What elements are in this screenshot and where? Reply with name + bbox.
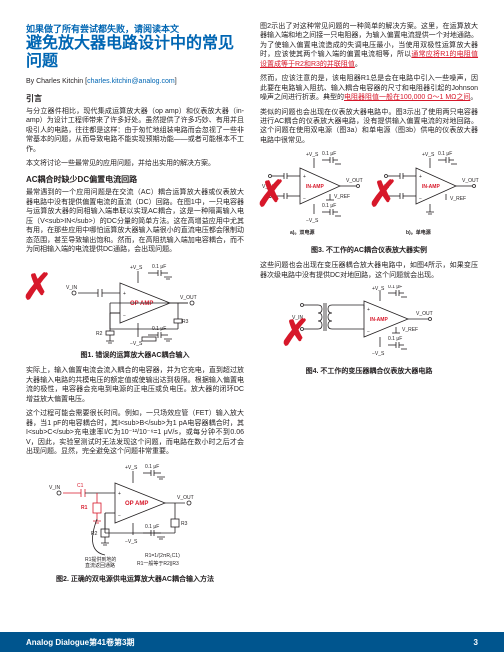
ac-paragraph-1: 最常遇到的一个应用问题是在交流（AC）耦合运算放大器或仪表放大器电路中没有提供偏…: [26, 188, 244, 254]
svg-text:0.1 μF: 0.1 μF: [145, 464, 159, 470]
svg-text:0.1 μF: 0.1 μF: [152, 264, 166, 270]
figure-3-caption: 图3. 不工作的AC耦合仪表放大器实例: [260, 245, 478, 255]
svg-text:a)。双电源: a)。双电源: [290, 229, 314, 236]
intro-paragraph-2: 本文将讨论一些最常见的应用问题，并给出实用的解决方案。: [26, 159, 244, 168]
footer-left: Analog Dialogue第41卷第3期: [26, 637, 134, 648]
figure-4: ✗ IN-AMP + − +V_S −V_S 0.1 μF 0.1 μF V_I…: [260, 285, 478, 376]
intro-paragraph-1: 与分立器件相比，现代集成运算放大器（op amp）和仪表放大器（in-amp）为…: [26, 107, 244, 154]
svg-text:R3: R3: [181, 521, 188, 527]
svg-text:V_OUT: V_OUT: [177, 495, 194, 501]
article-title: 避免放大器电路设计中的常见问题: [26, 35, 244, 72]
svg-text:V_OUT: V_OUT: [462, 178, 479, 184]
svg-text:0.1 μF: 0.1 μF: [322, 151, 336, 157]
svg-text:0.1 μF: 0.1 μF: [388, 285, 402, 290]
svg-text:V_OUT: V_OUT: [416, 311, 433, 317]
svg-text:V_IN: V_IN: [49, 485, 61, 491]
svg-text:V_REF: V_REF: [334, 194, 350, 200]
figure-1: ✗ OP AMP + − +V_S −V_S 0.1 μF 0.1 μF V_I…: [26, 259, 244, 360]
figure-2-caption: 图2. 正确的双电源供电运算放大器AC耦合输入方法: [26, 574, 244, 584]
svg-text:R2: R2: [91, 531, 98, 537]
svg-text:R1=1/(2πR₁C1): R1=1/(2πR₁C1): [145, 553, 180, 559]
svg-text:−: −: [123, 313, 126, 319]
byline: By Charles Kitchin [charles.kitchin@anal…: [26, 78, 244, 85]
page-body: 如果做了所有尝试都失败，请阅读本文 避免放大器电路设计中的常见问题 By Cha…: [0, 0, 504, 602]
svg-text:+V_S: +V_S: [306, 152, 319, 158]
red-x-mark-icon: ✗: [368, 176, 398, 212]
svg-text:IN-AMP: IN-AMP: [422, 184, 440, 190]
svg-text:+V_S: +V_S: [422, 152, 435, 158]
figure-3: ✗ ✗ IN-AMP + − +V_S −V_S 0.1 μF 0.1 μF V…: [260, 150, 478, 255]
svg-text:OP AMP: OP AMP: [125, 501, 148, 507]
fig2-paragraph-1: 图2示出了对这种常见问题的一种简单的解决方案。这里，在运算放大器输入端和地之间接…: [260, 22, 478, 69]
svg-text:0.1 μF: 0.1 μF: [145, 524, 159, 530]
svg-text:−: −: [419, 196, 422, 202]
author-email-link[interactable]: charles.kitchin@analog.com: [87, 78, 175, 85]
svg-text:V_OUT: V_OUT: [346, 178, 363, 184]
fig2-paragraph-3: 类似的问题也会出现在仪表放大器电路中。图3示出了使用两只电容器进行AC耦合的仪表…: [260, 108, 478, 146]
svg-text:−V_S: −V_S: [130, 341, 143, 347]
ac-paragraph-3: 这个过程可能会需要很长时间。例如，一只场效应管（FET）输入放大器，当1 pF的…: [26, 409, 244, 456]
byline-suffix: ]: [175, 78, 177, 85]
svg-text:R2: R2: [96, 331, 103, 337]
fig2-paragraph-2: 然而，应该注意的是，该电阻器R1总是会在电路中引入一些噪声，因此要在电路输入阻抗…: [260, 74, 478, 102]
svg-text:直流返回通路: 直流返回通路: [85, 562, 115, 569]
fig2-p1-tail: 。: [355, 61, 362, 68]
svg-text:V_OUT: V_OUT: [180, 295, 197, 301]
svg-text:C1: C1: [77, 483, 84, 489]
svg-text:b)。单电源: b)。单电源: [406, 229, 431, 236]
svg-text:V_IN: V_IN: [66, 285, 78, 291]
red-x-mark-icon: ✗: [280, 315, 310, 351]
footer-page-number: 3: [474, 638, 478, 647]
svg-text:IN-AMP: IN-AMP: [306, 184, 324, 190]
svg-text:R1一般等于R2||R3: R1一般等于R2||R3: [137, 560, 179, 567]
fig3-paragraph-1: 这些问题也会出现在变压器耦合放大器电路中，如图4所示，如果变压器次级电路中没有提…: [260, 261, 478, 280]
svg-text:+: +: [419, 174, 422, 180]
svg-text:−V_S: −V_S: [125, 539, 138, 545]
fig2-p2-tail: 。: [470, 94, 477, 101]
svg-text:+: +: [367, 307, 370, 313]
section-ac-heading: AC耦合时缺少DC偏置电流回路: [26, 174, 244, 185]
ac-paragraph-2: 实际上，输入偏置电流会流入耦合的电容器，并为它充电，直到超过放大器输入电路的共模…: [26, 366, 244, 404]
svg-text:0.1 μF: 0.1 μF: [438, 151, 452, 157]
svg-text:R1提供到地的: R1提供到地的: [85, 556, 116, 563]
svg-text:V_REF: V_REF: [402, 327, 418, 333]
section-intro-heading: 引言: [26, 93, 244, 104]
svg-text:OP AMP: OP AMP: [130, 301, 153, 307]
svg-text:R3: R3: [182, 319, 189, 325]
byline-prefix: By Charles Kitchin [: [26, 78, 87, 85]
svg-text:+: +: [118, 491, 121, 497]
page-footer: Analog Dialogue第41卷第3期 3: [0, 632, 504, 652]
svg-text:V_REF: V_REF: [450, 196, 466, 202]
highlight-rvalue: 电阻器阻值一般在100,000 Ω～1 MΩ之间: [344, 94, 470, 101]
svg-text:0.1 μF: 0.1 μF: [322, 203, 336, 209]
svg-text:R1: R1: [81, 505, 88, 511]
figure-1-caption: 图1. 错误的运算放大器AC耦合输入: [26, 350, 244, 360]
svg-text:IN-AMP: IN-AMP: [370, 317, 388, 323]
svg-text:−: −: [118, 513, 121, 519]
red-x-mark-icon: ✗: [256, 176, 286, 212]
svg-text:0.1 μF: 0.1 μF: [388, 336, 402, 342]
figure-2: OP AMP + − +V_S −V_S 0.1 μF 0.1 μF C1 V_…: [26, 461, 244, 584]
figure-4-caption: 图4. 不工作的变压器耦合仪表放大器电路: [260, 366, 478, 376]
svg-text:−V_S: −V_S: [306, 218, 319, 224]
svg-text:−: −: [367, 329, 370, 335]
svg-text:+V_S: +V_S: [372, 286, 385, 292]
red-x-mark-icon: ✗: [22, 269, 52, 305]
svg-text:−V_S: −V_S: [372, 351, 385, 357]
pre-title: 如果做了所有尝试都失败，请阅读本文: [26, 22, 244, 35]
svg-text:+: +: [123, 291, 126, 297]
svg-text:+: +: [303, 174, 306, 180]
svg-text:+V_S: +V_S: [130, 265, 143, 271]
svg-text:−: −: [303, 196, 306, 202]
svg-text:+V_S: +V_S: [125, 465, 138, 471]
